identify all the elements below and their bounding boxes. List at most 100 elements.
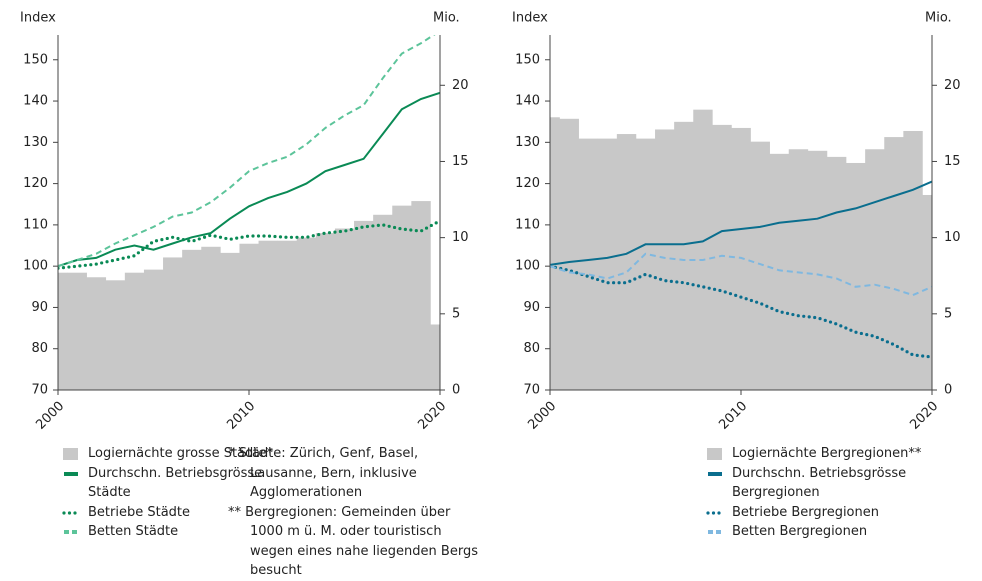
legend-label: Durchschn. Betriebsgrösse Bergregionen bbox=[732, 465, 907, 501]
x-tick-label: 2020 bbox=[415, 399, 449, 433]
bar bbox=[712, 124, 732, 390]
legend-swatch bbox=[706, 510, 724, 515]
bar bbox=[674, 121, 694, 390]
legend-swatch bbox=[62, 510, 80, 515]
y-tick-label: 130 bbox=[515, 135, 540, 150]
legend-label: Logiernächte grosse Städte* bbox=[88, 446, 273, 461]
note: ** Bergregionen: Gemeinden über 1000 m ü… bbox=[228, 504, 478, 579]
legend-label: Logiernächte Bergregionen** bbox=[732, 446, 922, 461]
bar bbox=[296, 237, 317, 390]
bar bbox=[239, 243, 259, 390]
legend-entry: Durchschn. Betriebsgrösse Städte bbox=[62, 464, 287, 503]
y2-tick-label: 5 bbox=[452, 306, 460, 321]
plot bbox=[58, 35, 440, 390]
y-tick-label: 90 bbox=[523, 300, 540, 315]
y-tick-label: 90 bbox=[31, 300, 48, 315]
bar bbox=[411, 201, 431, 390]
swatch bbox=[63, 448, 78, 460]
bar bbox=[903, 130, 923, 390]
line bbox=[58, 219, 440, 270]
y-axis-label: Index bbox=[512, 11, 548, 26]
bar bbox=[430, 324, 440, 390]
bar bbox=[884, 137, 904, 390]
bar bbox=[769, 153, 790, 390]
bar bbox=[550, 117, 560, 390]
bar bbox=[635, 138, 656, 390]
legend-entry: Logiernächte grosse Städte* bbox=[62, 444, 287, 464]
bar bbox=[655, 129, 675, 390]
y-tick-label: 110 bbox=[23, 217, 48, 232]
legend-label: Betten Städte bbox=[88, 524, 179, 539]
x-tick-label: 2010 bbox=[716, 399, 750, 433]
y2-tick-label: 20 bbox=[944, 78, 961, 93]
legend-swatch bbox=[708, 530, 722, 534]
y-tick-label: 80 bbox=[523, 341, 540, 356]
y-tick-label: 80 bbox=[31, 341, 48, 356]
y2-axis-label: Mio. bbox=[925, 11, 952, 26]
legend-label: Betten Bergregionen bbox=[732, 524, 868, 539]
y-tick-label: 140 bbox=[515, 94, 540, 109]
bar bbox=[807, 150, 828, 390]
y-tick-label: 120 bbox=[515, 176, 540, 191]
legend-label: Betriebe Bergregionen bbox=[732, 504, 879, 520]
legend-swatch bbox=[707, 448, 722, 460]
bar bbox=[922, 194, 932, 390]
bar bbox=[750, 141, 770, 390]
y-tick-label: 150 bbox=[23, 52, 48, 67]
y-tick-label: 70 bbox=[31, 383, 48, 398]
bar bbox=[277, 240, 298, 390]
bar bbox=[392, 205, 412, 390]
legend-swatch bbox=[63, 448, 78, 460]
y-tick-label: 70 bbox=[523, 383, 540, 398]
y2-tick-label: 15 bbox=[944, 154, 961, 169]
line bbox=[550, 180, 932, 266]
line bbox=[550, 264, 932, 359]
bar bbox=[865, 149, 885, 390]
y-tick-label: 110 bbox=[515, 217, 540, 232]
y2-tick-label: 10 bbox=[452, 230, 469, 245]
y-tick-label: 150 bbox=[515, 52, 540, 67]
bar bbox=[373, 214, 393, 390]
y2-tick-label: 0 bbox=[944, 383, 952, 398]
bar bbox=[143, 269, 164, 390]
bar bbox=[220, 252, 240, 390]
x-tick-label: 2020 bbox=[907, 399, 941, 433]
bar bbox=[86, 277, 107, 390]
legend-swatch bbox=[64, 530, 78, 534]
bar bbox=[693, 109, 713, 390]
bar bbox=[201, 246, 221, 390]
legend-entry: Betriebe Bergregionen bbox=[706, 503, 971, 523]
note: * Städte: Zürich, Genf, Basel, Lausanne,… bbox=[228, 446, 419, 500]
y2-tick-label: 10 bbox=[944, 230, 961, 245]
bar bbox=[163, 257, 183, 390]
y-tick-label: 100 bbox=[23, 259, 48, 274]
y2-tick-label: 5 bbox=[944, 306, 952, 321]
bar bbox=[58, 272, 68, 390]
legend-swatch bbox=[64, 471, 78, 476]
line bbox=[58, 35, 436, 268]
bar bbox=[846, 162, 866, 390]
notes: * Städte: Zürich, Genf, Basel, Lausanne,… bbox=[228, 444, 478, 581]
legend-entry: Betten Städte bbox=[62, 522, 287, 542]
legend-entry: Betriebe Städte bbox=[62, 503, 287, 523]
plot bbox=[550, 109, 932, 390]
bar bbox=[616, 134, 637, 390]
bar bbox=[182, 249, 202, 390]
bar bbox=[124, 272, 145, 390]
bar bbox=[67, 272, 87, 390]
line bbox=[58, 91, 440, 268]
y-axis-label: Index bbox=[20, 11, 56, 26]
bar bbox=[354, 220, 374, 390]
y2-tick-label: 20 bbox=[452, 78, 469, 93]
y2-tick-label: 0 bbox=[452, 383, 460, 398]
bar bbox=[258, 240, 278, 390]
legend: Logiernächte grosse Städte* Durchschn. Be… bbox=[62, 444, 287, 542]
y2-axis-label: Mio. bbox=[433, 11, 460, 26]
bar bbox=[826, 156, 847, 390]
line bbox=[550, 252, 932, 297]
legend-label: Durchschn. Betriebsgrösse Städte bbox=[88, 465, 263, 501]
y-tick-label: 120 bbox=[23, 176, 48, 191]
legend: Logiernächte Bergregionen** Durchschn. Be… bbox=[706, 444, 971, 542]
x-tick-label: 2010 bbox=[224, 399, 258, 433]
